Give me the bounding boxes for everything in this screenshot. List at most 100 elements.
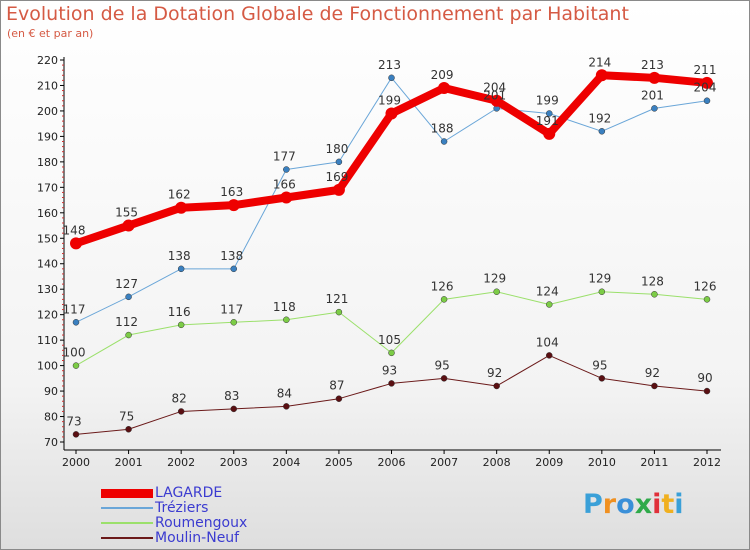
data-point-moulin-neuf (546, 352, 553, 359)
data-label-tr-ziers: 201 (483, 88, 506, 102)
x-tick-label: 2003 (220, 456, 248, 469)
data-point-moulin-neuf (283, 403, 290, 410)
data-point-tr-ziers (388, 74, 395, 82)
data-point-roumengoux (335, 308, 343, 316)
data-label-lagarde: 204 (483, 81, 506, 95)
data-label-tr-ziers: 204 (694, 81, 717, 95)
legend-swatch (101, 488, 153, 498)
chart-title: Evolution de la Dotation Globale de Fonc… (6, 3, 629, 25)
data-label-lagarde: 199 (378, 93, 401, 107)
data-point-moulin-neuf (703, 387, 711, 395)
data-label-moulin-neuf: 95 (592, 358, 607, 372)
data-point-moulin-neuf (598, 375, 606, 382)
data-label-moulin-neuf: 92 (645, 366, 660, 380)
legend-label: Roumengoux (155, 515, 248, 531)
y-tick-label: 80 (44, 411, 58, 424)
data-label-roumengoux: 124 (536, 284, 559, 298)
data-label-roumengoux: 129 (588, 272, 611, 286)
y-tick-label: 220 (37, 54, 58, 67)
data-label-tr-ziers: 127 (115, 277, 138, 291)
data-label-lagarde: 209 (431, 68, 454, 82)
x-tick-label: 2008 (483, 456, 511, 469)
data-label-lagarde: 213 (641, 58, 664, 72)
legend-label: LAGARDE (155, 485, 223, 501)
data-point-tr-ziers (177, 265, 185, 273)
data-point-moulin-neuf (651, 382, 658, 390)
data-label-moulin-neuf: 93 (382, 363, 397, 377)
data-point-lagarde (332, 183, 345, 196)
y-tick-label: 130 (37, 283, 58, 296)
data-label-lagarde: 155 (115, 206, 138, 220)
legend-label: Moulin-Neuf (155, 530, 240, 546)
data-point-roumengoux (388, 349, 395, 357)
y-tick-label: 200 (37, 105, 58, 118)
y-tick-label: 180 (37, 156, 58, 169)
data-point-lagarde (701, 76, 713, 89)
data-point-roumengoux (651, 291, 658, 298)
data-point-moulin-neuf (388, 380, 395, 387)
data-label-moulin-neuf: 87 (329, 379, 344, 393)
data-label-moulin-neuf: 84 (277, 386, 292, 400)
data-label-tr-ziers: 213 (378, 58, 401, 72)
data-point-moulin-neuf (493, 382, 500, 390)
data-label-lagarde: 148 (63, 223, 86, 237)
data-label-moulin-neuf: 92 (487, 366, 502, 380)
x-tick-label: 2006 (378, 456, 406, 469)
data-point-roumengoux (230, 319, 237, 326)
legend-label: Tréziers (155, 500, 209, 516)
data-label-roumengoux: 126 (694, 279, 717, 293)
data-point-roumengoux (493, 288, 500, 295)
data-label-lagarde: 162 (168, 188, 191, 202)
y-tick-label: 160 (37, 207, 58, 220)
legend-swatch (101, 507, 153, 509)
x-tick-label: 2011 (640, 456, 668, 469)
data-point-tr-ziers (125, 293, 132, 301)
data-point-moulin-neuf (230, 405, 237, 413)
data-label-tr-ziers: 180 (325, 142, 348, 156)
y-tick-label: 140 (37, 258, 58, 271)
data-label-lagarde: 166 (273, 178, 296, 192)
data-point-roumengoux (177, 321, 185, 329)
data-label-moulin-neuf: 83 (224, 389, 239, 403)
data-point-lagarde (438, 82, 451, 95)
x-tick-label: 2004 (272, 456, 300, 469)
data-point-lagarde (280, 191, 293, 204)
data-label-moulin-neuf: 95 (434, 358, 449, 372)
data-label-roumengoux: 105 (378, 333, 401, 347)
data-point-tr-ziers (230, 265, 237, 273)
data-point-tr-ziers (598, 128, 606, 135)
y-tick-label: 170 (37, 181, 58, 194)
data-label-roumengoux: 116 (168, 305, 191, 319)
data-label-roumengoux: 121 (325, 292, 348, 306)
data-point-roumengoux (703, 296, 711, 303)
data-label-lagarde: 214 (588, 55, 611, 69)
data-point-lagarde (227, 199, 240, 212)
data-label-roumengoux: 112 (115, 315, 138, 329)
x-tick-label: 2005 (325, 456, 353, 469)
data-label-roumengoux: 100 (63, 346, 86, 360)
data-point-lagarde (70, 237, 82, 250)
data-point-lagarde (385, 107, 398, 120)
x-tick-label: 2000 (62, 456, 90, 469)
x-tick-label: 2001 (115, 456, 143, 469)
data-label-moulin-neuf: 104 (536, 335, 559, 349)
data-point-lagarde (122, 219, 135, 232)
data-label-roumengoux: 126 (431, 279, 454, 293)
chart-subtitle: (en € et par an) (7, 27, 94, 40)
data-point-tr-ziers (72, 319, 80, 326)
data-label-tr-ziers: 201 (641, 88, 664, 102)
data-point-lagarde (490, 94, 503, 107)
legend-swatch (101, 522, 153, 524)
data-label-moulin-neuf: 90 (697, 371, 712, 385)
data-point-lagarde (595, 69, 608, 82)
data-label-roumengoux: 118 (273, 300, 296, 314)
data-point-roumengoux (598, 288, 606, 295)
y-tick-label: 110 (37, 334, 58, 347)
data-label-tr-ziers: 188 (431, 121, 454, 135)
data-point-moulin-neuf (72, 431, 80, 438)
legend-item-roumengoux: Roumengoux (101, 515, 301, 531)
data-label-moulin-neuf: 75 (119, 409, 134, 423)
data-label-lagarde: 211 (694, 63, 717, 77)
